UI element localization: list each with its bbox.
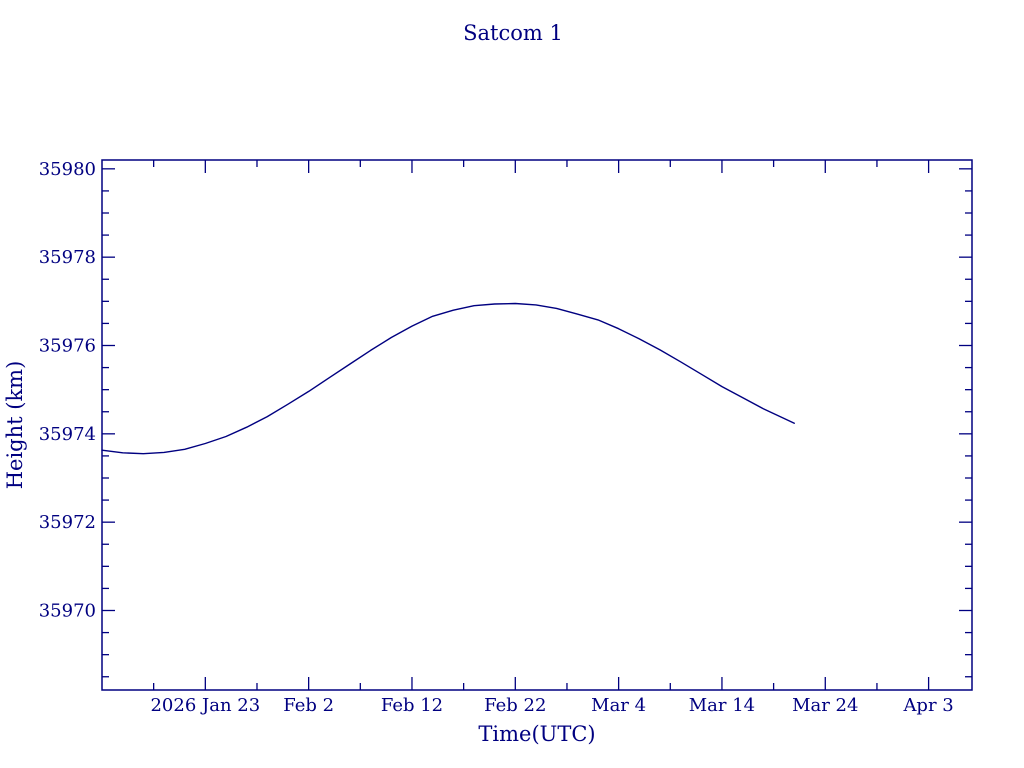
y-tick-label: 35978 [39, 247, 96, 268]
height-curve [101, 302, 795, 455]
x-axis-label: Time(UTC) [478, 722, 595, 746]
y-axis-label: Height (km) [3, 361, 27, 490]
y-tick-label: 35972 [39, 512, 96, 533]
y-tick-label: 35974 [39, 424, 96, 445]
x-tick-label: Mar 4 [591, 695, 646, 716]
y-tick-label: 35970 [39, 601, 96, 622]
y-tick-label: 35976 [39, 336, 96, 357]
x-tick-label: Feb 12 [381, 695, 443, 716]
x-tick-label: Mar 14 [689, 695, 755, 716]
y-tick-label: 35980 [39, 159, 96, 180]
x-tick-label: Feb 22 [484, 695, 546, 716]
x-tick-label: Feb 2 [283, 695, 334, 716]
plot-frame [101, 159, 973, 691]
plot-area: 2026 Jan 23 Feb 2 Feb 12 Feb 22 Mar 4 Mar 14 M… [39, 159, 973, 716]
x-tick-label: Apr 3 [902, 695, 953, 716]
x-tick-label: Mar 24 [792, 695, 858, 716]
chart-title: Satcom 1 [463, 21, 563, 45]
x-tick-label: 2026 Jan 23 [150, 695, 260, 716]
